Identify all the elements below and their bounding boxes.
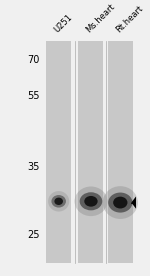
Bar [78, 41, 104, 263]
Text: 55: 55 [27, 91, 40, 101]
Ellipse shape [80, 192, 102, 210]
Bar [46, 41, 71, 263]
Ellipse shape [103, 186, 138, 219]
Text: 35: 35 [27, 162, 40, 172]
Ellipse shape [48, 191, 69, 212]
Text: 70: 70 [27, 54, 40, 65]
Text: U251: U251 [52, 12, 74, 34]
Text: Ms.heart: Ms.heart [85, 2, 117, 34]
Ellipse shape [51, 195, 66, 208]
Ellipse shape [84, 196, 98, 207]
Text: 25: 25 [27, 230, 40, 240]
Ellipse shape [54, 198, 63, 205]
Bar [108, 41, 133, 263]
Ellipse shape [75, 187, 107, 216]
Polygon shape [131, 197, 136, 209]
Ellipse shape [108, 193, 132, 213]
Ellipse shape [113, 197, 127, 208]
Text: Rt.heart: Rt.heart [114, 4, 144, 34]
